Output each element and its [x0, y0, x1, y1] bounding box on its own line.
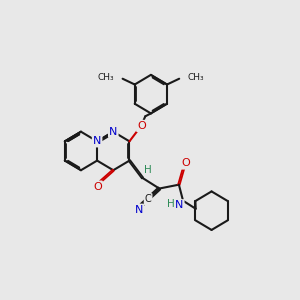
Text: CH₃: CH₃ [188, 73, 204, 82]
Text: O: O [181, 158, 190, 169]
Text: N: N [175, 200, 184, 210]
Text: H: H [167, 199, 174, 209]
Text: O: O [93, 182, 102, 192]
Text: CH₃: CH₃ [98, 73, 114, 82]
Text: N: N [109, 127, 118, 137]
Text: H: H [144, 165, 152, 175]
Text: N: N [135, 205, 143, 215]
Text: O: O [137, 121, 146, 131]
Text: N: N [93, 136, 101, 146]
Text: C: C [145, 194, 152, 204]
